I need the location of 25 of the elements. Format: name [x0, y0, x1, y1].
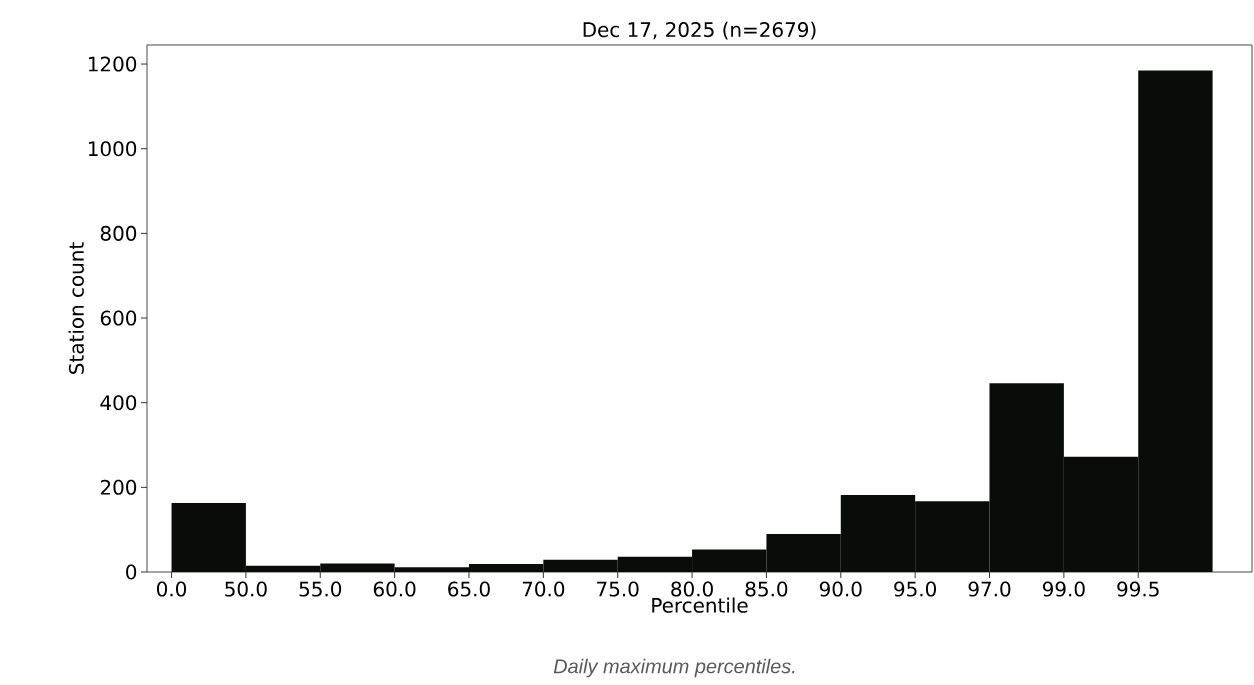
x-tick-label: 80.0: [671, 581, 713, 597]
x-tick-label: 99.0: [1042, 581, 1085, 597]
y-tick-label: 1200: [88, 56, 137, 72]
y-axis-title: Station count: [68, 242, 84, 374]
y-tick-label: 0: [126, 564, 137, 580]
x-tick-label: 55.0: [299, 581, 342, 597]
y-tick-label: 400: [100, 395, 137, 411]
y-tick-label: 800: [100, 225, 137, 241]
x-tick-label: 97.0: [968, 581, 1011, 597]
x-axis-title: Percentile: [652, 597, 748, 613]
x-tick-label: 0.0: [157, 581, 187, 597]
x-tick-label: 90.0: [819, 581, 862, 597]
x-tick-label: 70.0: [522, 581, 565, 597]
text: Daily maximum percentiles.: [553, 658, 795, 678]
y-tick-label: 600: [100, 310, 137, 326]
x-tick-label: 60.0: [373, 581, 416, 597]
x-tick-label: 99.5: [1117, 581, 1159, 597]
x-tick-label: 95.0: [894, 581, 936, 597]
x-tick-label: 65.0: [448, 581, 490, 597]
y-tick-label: 1000: [88, 141, 137, 157]
x-tick-label: 85.0: [745, 581, 788, 597]
chart-title: Dec 17, 2025 (n=2679): [583, 21, 816, 40]
y-tick-label: 200: [100, 479, 137, 495]
x-tick-label: 75.0: [597, 581, 639, 597]
x-tick-label: 50.0: [225, 581, 267, 597]
